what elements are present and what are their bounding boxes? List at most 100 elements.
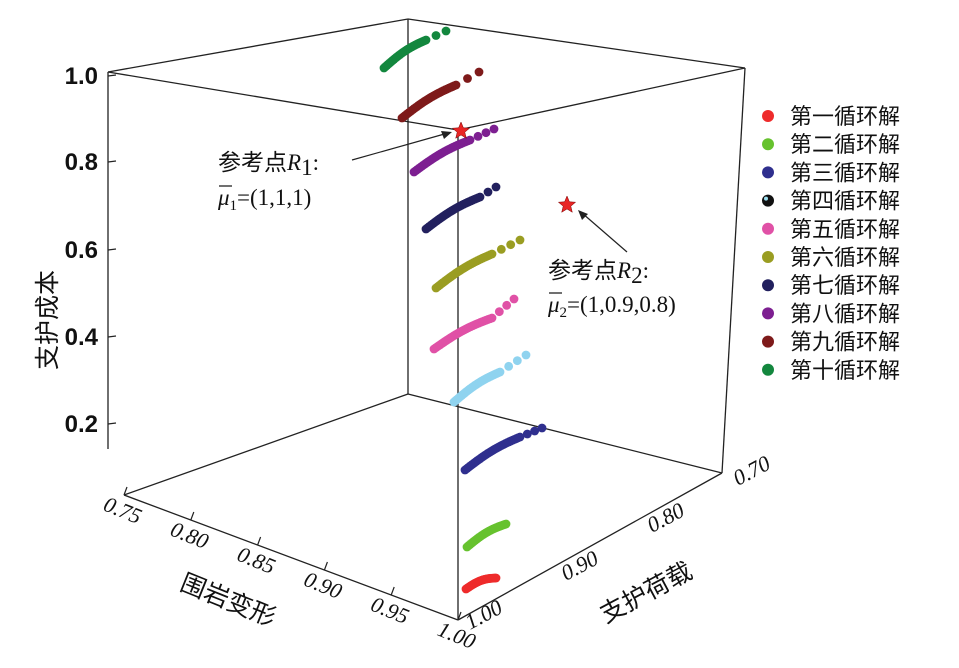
legend-label: 第一循环解 xyxy=(790,105,900,130)
legend-label: 第三循环解 xyxy=(790,161,900,186)
data-point xyxy=(465,135,475,145)
data-point xyxy=(506,240,516,250)
reference-point-r1 xyxy=(351,121,471,161)
legend-label: 第十循环解 xyxy=(790,359,900,384)
legend-label: 第四循环解 xyxy=(790,190,900,215)
data-point xyxy=(491,182,501,192)
legend-label: 第七循环解 xyxy=(790,274,900,299)
data-point xyxy=(509,294,519,304)
x-tick-label: 0.75 xyxy=(100,491,145,529)
legend-item: 第三循环解 xyxy=(762,161,900,186)
z-tick-mark xyxy=(107,160,117,163)
cluster-1 xyxy=(461,573,501,594)
data-point xyxy=(431,31,441,40)
legend-item: 第六循环解 xyxy=(762,246,900,271)
z-tick-label: 0.8 xyxy=(65,149,98,176)
cluster-10 xyxy=(379,26,451,73)
legend-label: 第五循环解 xyxy=(790,218,900,243)
data-point xyxy=(512,356,522,366)
legend-marker xyxy=(762,166,774,179)
y-tick-label: 0.80 xyxy=(643,497,689,537)
reference-point-r2 xyxy=(557,195,628,253)
data-point xyxy=(502,300,512,310)
x-tick-mark xyxy=(457,611,462,621)
z-tick-label: 0.4 xyxy=(65,324,99,351)
r2-value: μ2=(1,0.9,0.8) xyxy=(547,292,676,321)
z-tick-mark xyxy=(107,248,117,251)
data-point xyxy=(481,128,491,138)
legend-marker xyxy=(762,251,774,263)
data-point xyxy=(494,307,504,317)
y-tick-label: 0.70 xyxy=(729,450,775,490)
legend-label: 第九循环解 xyxy=(790,331,900,356)
y-axis-label: 支护荷载 xyxy=(595,556,697,629)
data-point xyxy=(473,131,483,141)
data-point xyxy=(537,423,547,433)
x-tick-mark xyxy=(323,561,328,571)
legend: 第一循环解第二循环解第三循环解第四循环解第五循环解第六循环解第七循环解第八循环解… xyxy=(762,105,900,384)
legend-item: 第二循环解 xyxy=(762,133,900,158)
x-tick-mark xyxy=(123,486,128,496)
legend-marker xyxy=(762,279,774,292)
data-point xyxy=(515,432,525,442)
z-tick-mark xyxy=(107,422,117,425)
cluster-8 xyxy=(409,124,499,177)
x-tick-label: 0.85 xyxy=(234,541,279,579)
box-back-edges xyxy=(107,18,746,496)
data-point xyxy=(496,244,506,254)
legend-marker xyxy=(762,110,774,122)
data-point xyxy=(475,192,485,202)
data-point xyxy=(522,429,532,439)
data-point xyxy=(530,426,540,436)
x-axis-ticks: 0.750.800.850.900.951.00 xyxy=(100,486,479,654)
cluster-5 xyxy=(429,294,519,354)
data-clusters xyxy=(379,26,547,594)
legend-item: 第五循环解 xyxy=(762,218,900,243)
data-point xyxy=(501,519,511,529)
legend-item: 第一循环解 xyxy=(762,105,900,130)
data-point xyxy=(504,361,514,371)
legend-label: 第八循环解 xyxy=(790,302,900,327)
arrow-r2 xyxy=(581,212,628,253)
r1-label: 参考点R1: xyxy=(218,150,319,180)
z-tick-label: 0.6 xyxy=(65,237,98,264)
z-tick-label: 1.0 xyxy=(65,63,98,90)
legend-item: 第四循环解 xyxy=(762,190,900,215)
x-axis-label: 围岩变形 xyxy=(176,568,280,632)
z-axis-label: 支护成本 xyxy=(33,270,62,370)
data-point xyxy=(489,124,499,134)
legend-item: 第九循环解 xyxy=(762,331,900,356)
legend-label: 第二循环解 xyxy=(790,133,900,158)
z-tick-mark xyxy=(107,335,117,338)
r1-value: μ1=(1,1,1) xyxy=(217,185,311,214)
data-point xyxy=(483,187,493,197)
z-tick-label: 0.2 xyxy=(65,411,98,438)
data-point xyxy=(463,74,472,83)
arrowhead-r2-icon xyxy=(578,210,588,220)
r2-label: 参考点R2: xyxy=(548,258,649,288)
x-tick-mark xyxy=(390,586,395,596)
data-point xyxy=(487,249,497,259)
data-point xyxy=(521,350,531,360)
legend-marker xyxy=(762,335,774,348)
cluster-6 xyxy=(431,235,525,293)
legend-marker xyxy=(762,363,774,376)
z-tick-mark xyxy=(107,74,117,77)
x-tick-label: 0.80 xyxy=(167,516,212,554)
data-point xyxy=(421,35,431,45)
x-tick-mark xyxy=(257,536,262,546)
data-point xyxy=(487,313,497,323)
legend-marker xyxy=(762,307,774,320)
cluster-3 xyxy=(460,423,547,475)
data-point xyxy=(515,235,525,245)
y-tick-label: 0.90 xyxy=(557,545,603,585)
x-tick-label: 0.90 xyxy=(301,566,346,604)
cluster-2 xyxy=(462,519,511,552)
data-point xyxy=(474,67,484,77)
legend-marker xyxy=(762,138,774,151)
z-axis-ticks: 1.0 0.8 0.6 0.4 0.2 xyxy=(65,63,117,438)
legend-item: 第八循环解 xyxy=(762,302,900,327)
legend-marker-highlight xyxy=(764,196,768,201)
cluster-7 xyxy=(421,182,501,234)
